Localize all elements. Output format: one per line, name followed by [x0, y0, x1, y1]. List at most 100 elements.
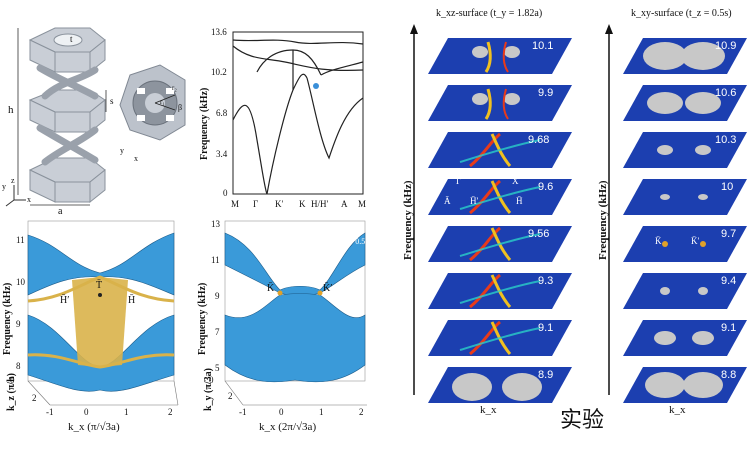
r1-label: r₁	[160, 98, 165, 106]
band-xtick-M: M	[231, 199, 240, 209]
exp-right-slab	[623, 226, 747, 262]
surf-left-point-T: T̄	[96, 280, 103, 291]
exp-left-slab	[428, 179, 572, 215]
surf-left-point-Hprime: H̄′	[60, 295, 70, 306]
exp-right-slab	[623, 132, 747, 168]
exp-left-slab	[428, 85, 572, 121]
exp-left-val-7: 8.9	[538, 369, 554, 381]
exp-right-kx-label: k_x	[669, 404, 686, 416]
exp-left-point-X: X̄	[512, 176, 519, 186]
exp-right-val-6: 9.1	[721, 322, 737, 334]
exp-left-title: k_xz-surface (t_y = 1.82a)	[436, 8, 543, 19]
exp-left-point-A: Ā	[444, 196, 451, 206]
band-plot	[232, 31, 364, 195]
surf-right-ky-tick-2: 2	[228, 391, 233, 401]
surf-left-ytick-11: 11	[16, 235, 25, 245]
exp-left-slab	[428, 132, 572, 168]
band-ytick-0: 0	[223, 188, 228, 198]
band-ytick-10.2: 10.2	[211, 67, 227, 77]
surf-left-ytick-9: 9	[16, 319, 21, 329]
exp-right-val-1: 10.6	[715, 87, 737, 99]
exp-right-slab	[623, 367, 747, 403]
exp-left-val-5: 9.3	[538, 275, 554, 287]
exp-left-kx-label: k_x	[480, 404, 497, 416]
exp-left-val-4: 9.56	[528, 228, 550, 240]
band-xtick-H: H/H′	[311, 199, 329, 209]
surf-left-point-H: H̄	[128, 295, 136, 306]
beta-label: β	[178, 103, 183, 112]
surf-left-ytick-8: 8	[16, 361, 21, 371]
exp-left-slab	[428, 226, 572, 262]
exp-kxy-surfaces: k_xy-surface (t_z = 0.5s) Frequency (kHz…	[595, 0, 750, 420]
unit-cell-drawing	[5, 27, 186, 207]
exp-left-slab	[428, 38, 572, 74]
exp-left-val-6: 9.1	[538, 322, 554, 334]
surf-left-kx-tick--1: -1	[46, 407, 54, 417]
surf-right-ytick-9: 9	[215, 291, 220, 301]
unit-cell-structure: h s a t r₂ r₁ β y z x y x	[0, 0, 190, 217]
surf-right-ytick-13: 13	[211, 219, 220, 229]
surf-right-ylabel: Frequency (kHz)	[197, 282, 208, 355]
surf-right-kx-tick--1: -1	[239, 407, 247, 417]
exp-right-ky-label: k_y	[623, 358, 637, 368]
topview-x-label: x	[134, 154, 138, 163]
exp-right-val-5: 9.4	[721, 275, 737, 287]
exp-right-slab	[623, 38, 747, 74]
s-label: s	[110, 96, 114, 106]
exp-right-slabs	[605, 24, 747, 403]
exp-left-slab	[428, 273, 572, 309]
exp-kxz-surfaces: k_xz-surface (t_y = 1.82a) Frequency (kH…	[400, 0, 575, 420]
exp-left-slab	[428, 320, 572, 356]
topview-y-label: y	[120, 146, 124, 155]
caption-experiment: 实验	[560, 408, 605, 433]
height-label: h	[8, 104, 14, 116]
t-label: t	[70, 34, 73, 44]
z-axis-label: z	[11, 176, 15, 185]
exp-right-point-K: K̄	[655, 236, 662, 246]
band-xtick-Kprime: K′	[275, 199, 284, 209]
band-ytick-13.6: 13.6	[211, 27, 227, 37]
band-xtick-K: K	[299, 199, 306, 209]
surface-band-ky-chart: Frequency (kHz) 13 11 9 7 5 t_z = 0.5s K…	[195, 215, 375, 450]
exp-right-slab	[623, 85, 747, 121]
band-ytick-3.4: 3.4	[216, 149, 228, 159]
exp-left-val-1: 9.9	[538, 87, 554, 99]
surf-right-point-Kprime: K̄′	[323, 283, 333, 294]
surface-band-kz-plot	[27, 220, 179, 406]
exp-right-val-0: 10.9	[715, 40, 737, 52]
exp-left-slab	[428, 367, 572, 403]
surf-right-ytick-5: 5	[215, 363, 220, 373]
exp-right-slab	[623, 179, 747, 215]
surf-right-ytick-7: 7	[215, 327, 220, 337]
band-structure-chart: Frequency (kHz) 13.6 10.2 6.8 3.4 0 M Γ …	[195, 0, 375, 215]
surf-left-kx-tick-1: 1	[124, 407, 129, 417]
band-xtick-A: A	[341, 199, 348, 209]
exp-left-point-Gamma: Γ̄	[456, 176, 462, 186]
surf-left-ylabel: Frequency (kHz)	[2, 282, 13, 355]
surf-left-ytick-10: 10	[16, 277, 25, 287]
surf-right-point-K: K̄	[267, 283, 275, 294]
surface-band-kz-chart: Frequency (kHz) 11 10 9 8 H̄′ T̄ H̄ k_z …	[0, 215, 195, 450]
exp-left-val-2: 9.68	[528, 134, 550, 146]
surf-left-kz-tick-0: 0	[10, 375, 15, 385]
surf-left-kz-tick-2: 2	[32, 393, 37, 403]
surface-band-ky-plot	[224, 220, 367, 406]
a-label: a	[58, 206, 63, 217]
exp-left-slabs	[410, 24, 572, 403]
band-ytick-6.8: 6.8	[216, 108, 228, 118]
exp-right-ylabel: Frequency (kHz)	[597, 180, 609, 260]
surf-right-kx-tick-1: 1	[319, 407, 324, 417]
tz-label: t_z = 0.5s	[337, 237, 369, 246]
exp-left-point-Hprime: H̄′	[470, 196, 479, 206]
surf-left-kx-tick-2: 2	[168, 407, 173, 417]
exp-left-val-0: 10.1	[532, 40, 554, 52]
exp-left-ylabel: Frequency (kHz)	[402, 180, 414, 260]
surf-right-ytick-11: 11	[211, 255, 220, 265]
y-axis-label: y	[2, 182, 6, 191]
exp-left-kz-label: k_z	[428, 370, 441, 380]
exp-left-val-3: 9.6	[538, 181, 554, 193]
exp-left-point-H: H̄	[516, 196, 523, 206]
band-ylabel: Frequency (kHz)	[199, 87, 210, 160]
band-xtick-M-end: M	[358, 199, 367, 209]
exp-right-title: k_xy-surface (t_z = 0.5s)	[631, 8, 732, 19]
